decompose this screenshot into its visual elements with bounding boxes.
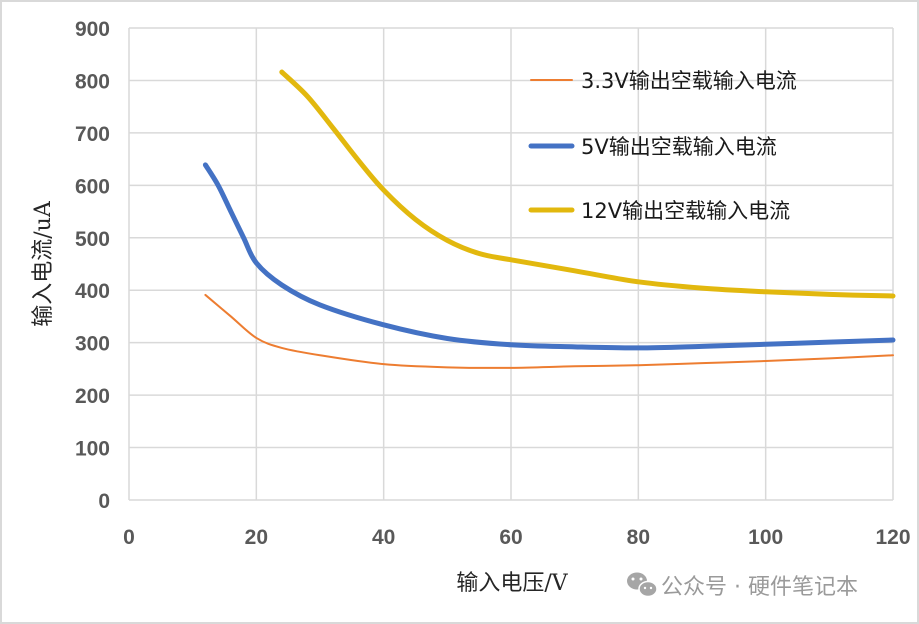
y-tick-label: 0 (98, 490, 110, 513)
y-tick-label: 100 (75, 438, 110, 461)
x-tick-label: 80 (627, 526, 650, 549)
y-tick-label: 800 (75, 70, 110, 93)
y-axis-title: 输入电流/uA (31, 200, 56, 327)
x-tick-label: 120 (875, 526, 910, 549)
legend-label: 12V输出空载输入电流 (581, 199, 790, 223)
x-axis-title: 输入电压/V (456, 571, 568, 596)
x-tick-label: 0 (123, 526, 135, 549)
data-series (202, 69, 896, 369)
x-tick-label: 60 (499, 526, 522, 549)
y-tick-label: 200 (75, 385, 110, 408)
y-tick-label: 700 (75, 123, 110, 146)
series-line-2 (279, 69, 896, 299)
y-tick-label: 400 (75, 280, 110, 303)
x-tick-label: 100 (748, 526, 783, 549)
wechat-icon (627, 572, 658, 598)
y-tick-label: 900 (75, 18, 110, 41)
series-line-0 (204, 293, 894, 369)
y-tick-label: 300 (75, 333, 110, 356)
legend-label: 3.3V输出空载输入电流 (581, 69, 797, 93)
legend-label: 5V输出空载输入电流 (581, 135, 777, 159)
x-tick-label: 20 (245, 526, 268, 549)
y-axis-ticks: 0 100 200 300 400 500 600 700 800 900 (75, 18, 110, 513)
legend: 3.3V输出空载输入电流 5V输出空载输入电流 12V输出空载输入电流 (528, 69, 797, 223)
y-tick-label: 500 (75, 228, 110, 251)
x-axis-ticks: 0 20 40 60 80 100 120 (123, 526, 910, 549)
x-tick-label: 40 (372, 526, 395, 549)
series-line-1 (202, 162, 896, 351)
y-tick-label: 600 (75, 175, 110, 198)
gridlines (128, 27, 894, 501)
watermark-text: 公众号 · 硬件笔记本 (661, 575, 858, 600)
